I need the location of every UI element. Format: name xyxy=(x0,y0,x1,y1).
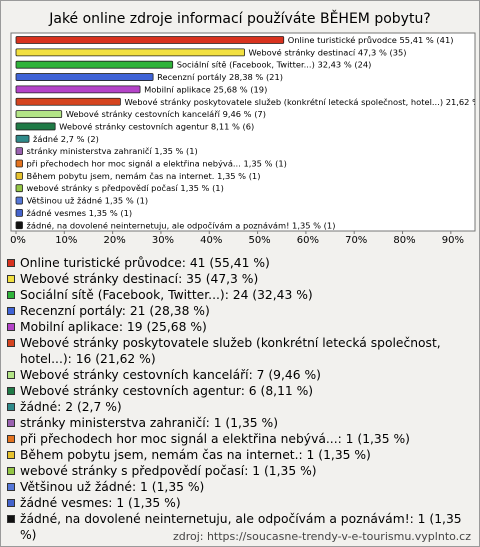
x-tick-label: 20% xyxy=(104,235,126,246)
legend-label: Webové stránky destinací: 35 (47,3 %) xyxy=(20,272,259,286)
legend-label: Online turistické průvodce: 41 (55,41 %) xyxy=(20,256,270,270)
legend-label: žádné, na dovolené neinternetuju, ale od… xyxy=(20,512,462,542)
legend-label: Většinou už žádné: 1 (1,35 %) xyxy=(20,480,205,494)
legend: Online turistické průvodce: 41 (55,41 %)… xyxy=(7,255,469,543)
x-tick-label: 90% xyxy=(442,235,464,246)
legend-swatch xyxy=(7,371,15,379)
legend-item: Webové stránky poskytovatele služeb (kon… xyxy=(7,335,469,367)
bar-label: stránky ministerstva zahraničí 1,35 % (1… xyxy=(27,146,198,156)
legend-swatch xyxy=(7,323,15,331)
bar-label: Recenzní portály 28,38 % (21) xyxy=(157,72,283,82)
chart: Jaké online zdroje informací používáte B… xyxy=(10,10,479,246)
legend-label: Webové stránky cestovních kanceláří: 7 (… xyxy=(20,368,321,382)
x-tick-label: 40% xyxy=(200,235,222,246)
legend-item: Online turistické průvodce: 41 (55,41 %) xyxy=(7,255,469,271)
legend-swatch xyxy=(7,515,15,523)
legend-swatch xyxy=(7,259,15,267)
legend-item: stránky ministerstva zahraničí: 1 (1,35 … xyxy=(7,415,469,431)
bar-label: Sociální sítě (Facebook, Twitter...) 32,… xyxy=(177,60,372,70)
legend-label: Během pobytu jsem, nemám čas na internet… xyxy=(20,448,371,462)
legend-label: Webové stránky cestovních agentur: 6 (8,… xyxy=(20,384,314,398)
chart-title: Jaké online zdroje informací používáte B… xyxy=(48,10,431,27)
legend-label: webové stránky s předpovědí počasí: 1 (1… xyxy=(20,464,317,478)
bar xyxy=(15,85,141,94)
legend-item: žádné: 2 (2,7 %) xyxy=(7,399,469,415)
x-tick-label: 60% xyxy=(297,235,319,246)
legend-item: Sociální sítě (Facebook, Twitter...): 24… xyxy=(7,287,469,303)
legend-swatch xyxy=(7,387,15,395)
legend-swatch xyxy=(7,307,15,315)
legend-item: žádné vesmes: 1 (1,35 %) xyxy=(7,495,469,511)
bar-label: žádné vesmes 1,35 % (1) xyxy=(27,208,133,218)
legend-swatch xyxy=(7,419,15,427)
bar-label: žádné 2,7 % (2) xyxy=(33,134,99,144)
bar xyxy=(15,97,121,106)
bar xyxy=(15,196,23,205)
legend-label: Mobilní aplikace: 19 (25,68 %) xyxy=(20,320,207,334)
bar-label: webové stránky s předpovědí počasí 1,35 … xyxy=(27,183,224,193)
bar xyxy=(15,171,23,180)
bar xyxy=(15,122,56,131)
bar-label: Online turistické průvodce 55,41 % (41) xyxy=(288,35,454,45)
legend-label: žádné: 2 (2,7 %) xyxy=(20,400,122,414)
bar-label: žádné, na dovolené neinternetuju, ale od… xyxy=(27,220,336,230)
bar-label: Webové stránky cestovních agentur 8,11 %… xyxy=(59,121,254,131)
legend-swatch xyxy=(7,291,15,299)
legend-item: webové stránky s předpovědí počasí: 1 (1… xyxy=(7,463,469,479)
legend-label: při přechodech hor moc signál a elektřin… xyxy=(20,432,410,446)
legend-label: stránky ministerstva zahraničí: 1 (1,35 … xyxy=(20,416,279,430)
bar xyxy=(15,110,63,118)
legend-item: Recenzní portály: 21 (28,38 %) xyxy=(7,303,469,319)
bar xyxy=(15,221,23,230)
legend-label: žádné vesmes: 1 (1,35 %) xyxy=(20,496,181,510)
x-tick-label: 30% xyxy=(152,235,174,246)
bars: Online turistické průvodce 55,41 % (41) W… xyxy=(15,35,479,230)
legend-swatch xyxy=(7,467,15,475)
bar-label: Mobilní aplikace 25,68 % (19) xyxy=(144,84,267,94)
x-tick-label: 0% xyxy=(10,235,26,246)
legend-item: při přechodech hor moc signál a elektřin… xyxy=(7,431,469,447)
legend-swatch xyxy=(7,339,15,347)
x-tick-label: 80% xyxy=(393,235,415,246)
bar-label: Webové stránky poskytovatele služeb (kon… xyxy=(124,97,479,107)
x-tick-label: 10% xyxy=(55,235,77,246)
bar xyxy=(15,36,285,44)
legend-item: Většinou už žádné: 1 (1,35 %) xyxy=(7,479,469,495)
legend-item: žádné, na dovolené neinternetuju, ale od… xyxy=(7,511,469,543)
legend-item: Webové stránky cestovních agentur: 6 (8,… xyxy=(7,383,469,399)
legend-swatch xyxy=(7,499,15,507)
bar xyxy=(15,134,30,143)
bar xyxy=(15,184,23,193)
legend-swatch xyxy=(7,451,15,459)
bar xyxy=(15,208,23,217)
bar-label: Většinou už žádné 1,35 % (1) xyxy=(27,196,149,206)
bar xyxy=(15,60,174,69)
bar xyxy=(15,73,154,81)
x-tick-label: 70% xyxy=(345,235,367,246)
source: zdroj: https://soucasne-trendy-v-e-touri… xyxy=(172,530,471,543)
legend-label: Webové stránky poskytovatele služeb (kon… xyxy=(20,336,441,366)
x-tick-label: 50% xyxy=(248,235,270,246)
bar xyxy=(15,48,245,57)
legend-swatch xyxy=(7,435,15,443)
legend-item: Během pobytu jsem, nemám čas na internet… xyxy=(7,447,469,463)
bar-label: při přechodech hor moc signál a elektřin… xyxy=(27,159,287,169)
legend-label: Recenzní portály: 21 (28,38 %) xyxy=(20,304,210,318)
bar-label: Během pobytu jsem, nemám čas na internet… xyxy=(27,171,261,181)
legend-swatch xyxy=(7,275,15,283)
legend-swatch xyxy=(7,483,15,491)
legend-item: Webové stránky destinací: 35 (47,3 %) xyxy=(7,271,469,287)
legend-item: Mobilní aplikace: 19 (25,68 %) xyxy=(7,319,469,335)
bar-label: Webové stránky destinací 47,3 % (35) xyxy=(249,47,407,57)
bar xyxy=(15,147,23,156)
legend-item: Webové stránky cestovních kanceláří: 7 (… xyxy=(7,367,469,383)
bar-label: Webové stránky cestovních kanceláří 9,46… xyxy=(66,109,266,119)
legend-swatch xyxy=(7,403,15,411)
bar xyxy=(15,159,23,168)
legend-label: Sociální sítě (Facebook, Twitter...): 24… xyxy=(20,288,313,302)
